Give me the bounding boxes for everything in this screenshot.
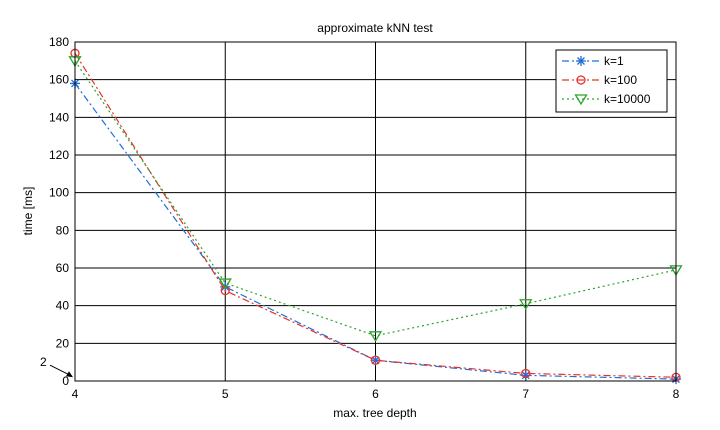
data-point <box>521 368 531 379</box>
data-point <box>218 278 232 290</box>
x-axis-label: max. tree depth <box>333 406 416 420</box>
plot-series <box>68 48 683 385</box>
y-tick-label: 20 <box>56 336 70 350</box>
data-point <box>220 285 230 296</box>
x-tick-label: 4 <box>72 387 79 401</box>
y-axis-label: time [ms] <box>21 187 35 236</box>
data-point <box>368 331 383 343</box>
y-tick-label: 100 <box>49 186 69 200</box>
y-tick-label: 60 <box>56 261 70 275</box>
legend-item: k=1 <box>562 54 624 68</box>
y-tick-label: 140 <box>49 110 69 124</box>
y-tick-label: 160 <box>49 73 69 87</box>
legend-marker <box>574 94 588 106</box>
series-k=100 <box>70 48 681 382</box>
x-tick-label: 7 <box>522 387 529 401</box>
legend-item: k=100 <box>562 73 637 87</box>
plot-frame <box>74 41 677 382</box>
y-tick-label: 80 <box>56 223 70 237</box>
x-tick-label: 8 <box>673 387 680 401</box>
legend-item: k=10000 <box>562 92 651 106</box>
y-tick-label: 0 <box>62 374 69 388</box>
annotation: 2 <box>40 355 73 378</box>
annotation-label: 2 <box>40 355 47 369</box>
legend-box <box>555 49 668 113</box>
y-tick-label: 40 <box>56 299 70 313</box>
chart-title: approximate kNN test <box>317 21 433 35</box>
legend-marker <box>576 75 586 85</box>
data-point <box>519 299 533 311</box>
annotation-arrow-head <box>66 371 73 378</box>
series-line <box>74 52 677 378</box>
series-k=10000 <box>68 56 683 343</box>
data-point <box>520 370 531 381</box>
legend-marker <box>576 56 586 66</box>
x-tick-label: 5 <box>222 387 229 401</box>
legend-label: k=1 <box>604 54 624 68</box>
x-tick-label: 6 <box>372 387 379 401</box>
legend-label: k=10000 <box>604 92 651 106</box>
legend-label: k=100 <box>604 73 637 87</box>
data-point <box>370 355 381 365</box>
y-tick-label: 120 <box>49 148 69 162</box>
y-tick-label: 180 <box>49 35 69 49</box>
legend: k=1 k=100 k=10000 <box>555 49 668 113</box>
